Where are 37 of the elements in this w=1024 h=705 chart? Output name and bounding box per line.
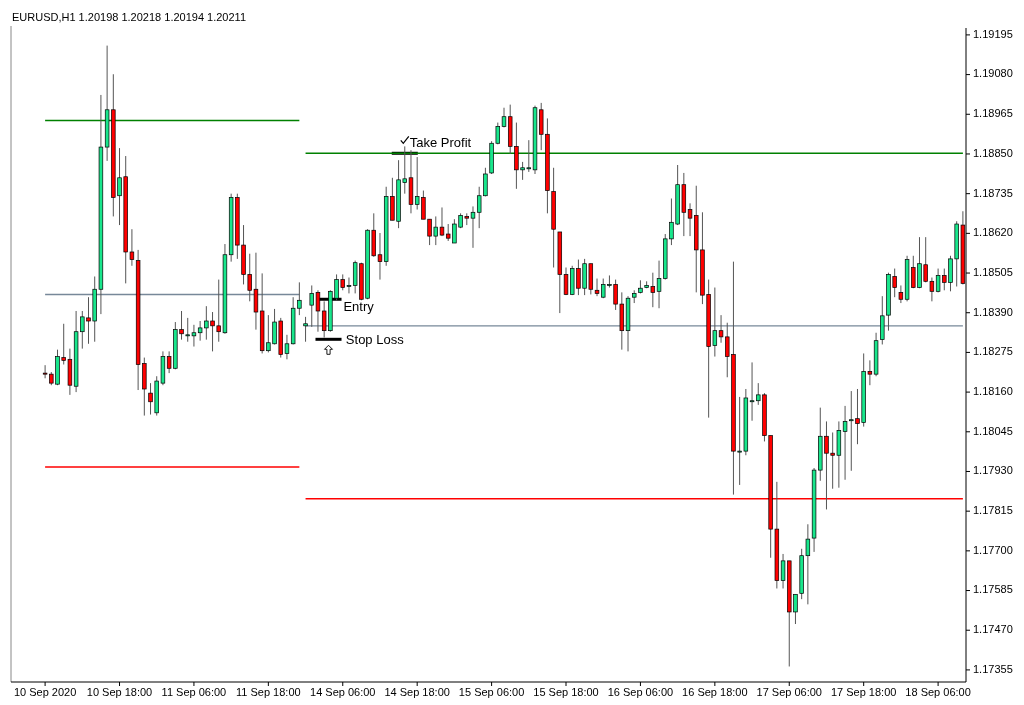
y-tick-label: 1.17700 (973, 543, 1013, 556)
y-tick-label: 1.17585 (973, 583, 1013, 596)
x-tick-label: 17 Sep 06:00 (756, 686, 822, 698)
annotation: Take Profit (409, 134, 472, 150)
y-tick-label: 1.19080 (973, 67, 1013, 80)
x-tick-label: 16 Sep 06:00 (607, 686, 674, 698)
x-tick-label: 15 Sep 18:00 (533, 686, 599, 698)
y-tick-label: 1.18045 (973, 424, 1013, 437)
x-tick-label: 17 Sep 18:00 (830, 686, 897, 698)
y-tick-label: 1.19195 (973, 27, 1013, 40)
x-tick-label: 10 Sep 18:00 (86, 686, 153, 698)
x-tick-label: 18 Sep 06:00 (905, 686, 971, 698)
candlestick (842, 405, 848, 481)
y-tick-label: 1.18160 (973, 385, 1013, 398)
x-tick-label: 16 Sep 18:00 (682, 686, 748, 698)
candlestick (898, 284, 904, 304)
y-tick-label: 1.18390 (973, 305, 1013, 318)
y-tick-label: 1.18965 (973, 107, 1013, 120)
x-tick-label: 15 Sep 06:00 (458, 686, 525, 698)
y-tick-label: 1.18850 (973, 146, 1013, 159)
y-tick-label: 1.17815 (973, 504, 1013, 517)
annotation: Entry (343, 298, 375, 314)
annotation: Stop Loss (345, 331, 405, 347)
y-tick-label: 1.18735 (973, 186, 1013, 199)
y-tick-label: 1.18620 (973, 226, 1013, 239)
y-tick-label: 1.17930 (973, 464, 1013, 477)
x-tick-label: 14 Sep 06:00 (310, 686, 376, 698)
y-tick-label: 1.17355 (973, 662, 1013, 675)
chart-title: EURUSD,H1 1.20198 1.20218 1.20194 1.20211 (12, 11, 247, 23)
y-tick-label: 1.18505 (973, 265, 1013, 278)
x-tick-label: 14 Sep 18:00 (384, 686, 450, 698)
x-tick-label: 10 Sep 2020 (13, 686, 77, 698)
x-tick-label: 11 Sep 06:00 (161, 686, 227, 698)
y-tick-label: 1.18275 (973, 345, 1013, 358)
candlestick (303, 316, 308, 343)
x-tick-label: 11 Sep 18:00 (236, 686, 301, 698)
y-tick-label: 1.17470 (973, 623, 1013, 636)
